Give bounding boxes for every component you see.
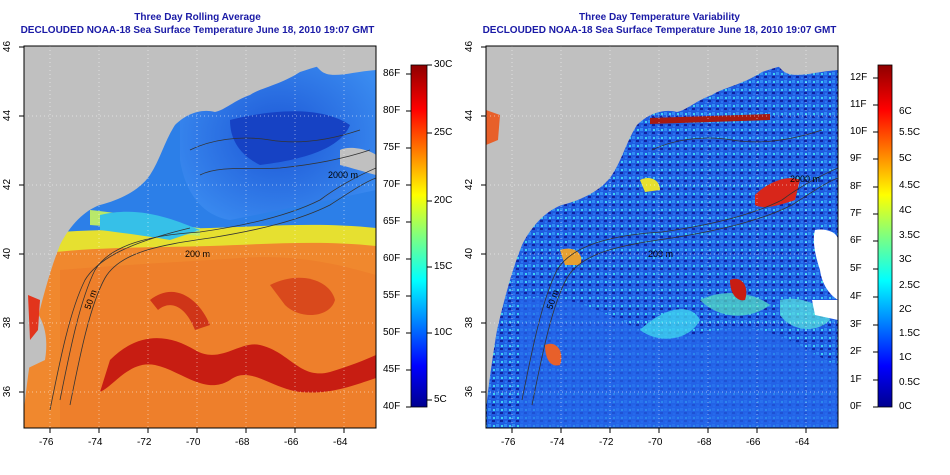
right-hotspot-1 [755,178,800,208]
right-colorbar-c-label: 5.5C [899,127,921,138]
right-colorbar-c-label: 2.5C [899,280,921,291]
right-lon-label: -70 [648,437,663,448]
right-lon-label: -68 [697,437,712,448]
right-colorbar-c-label: 0.5C [899,377,921,388]
right-land [486,46,838,410]
left-colorbar-c-label: 30C [434,59,453,70]
left-contour-label-200m: 200 m [185,249,210,259]
left-lat-label: 42 [2,178,14,191]
left-lon-label: -70 [186,437,201,448]
left-colorbar [410,64,428,408]
left-colorbar-c-label: 10C [434,327,453,338]
left-lon-label: -72 [137,437,152,448]
left-lat-label: 40 [2,247,14,260]
right-colorbar-f-label: 2F [850,346,862,357]
left-lon-label: -76 [39,437,54,448]
right-map-area: 200 m 2000 m 50 m [486,46,838,428]
right-colorbar-f-label: 10F [850,126,868,137]
right-colorbar-c-label: 1.5C [899,328,921,339]
right-colorbar-c-label: 3C [899,254,912,265]
right-colorbar-c-label: 3.5C [899,230,921,241]
left-colorbar-f-label: 45F [383,364,401,375]
right-lon-label: -74 [550,437,565,448]
right-colorbar-c-label: 0C [899,401,912,412]
left-colorbar-f-label: 55F [383,290,401,301]
right-colorbar-f-label: 3F [850,319,862,330]
right-missing-data [813,229,838,300]
left-lon-label: -64 [333,437,348,448]
right-colorbar-c-label: 4.5C [899,180,921,191]
right-map-title: Three Day Temperature Variability [579,12,740,23]
right-colorbar-f-label: 6F [850,235,862,246]
left-colorbar-f-label: 40F [383,401,401,412]
right-lon-label: -76 [501,437,516,448]
right-colorbar-c-label: 2C [899,304,912,315]
right-lat-label: 46 [464,40,476,53]
left-colorbar-f-label: 60F [383,253,401,264]
right-lat-label: 38 [464,316,476,329]
right-colorbar-c-label: 6C [899,106,912,117]
left-gulf-stream [100,338,376,393]
left-colorbar-f-label: 65F [383,216,401,227]
right-colorbar-c-label: 1C [899,352,912,363]
left-colorbar-c-label: 25C [434,127,453,138]
right-colorbar-f-label: 12F [850,72,868,83]
left-map-subtitle: DECLOUDED NOAA-18 Sea Surface Temperatur… [20,25,375,36]
right-colorbar-c-label: 5C [899,153,912,164]
left-colorbar-c-label: 20C [434,195,453,206]
right-lon-label: -64 [795,437,810,448]
right-contour-label-200m: 200 m [648,249,673,259]
right-lat-label: 40 [464,247,476,260]
right-lat-label: 44 [464,109,476,122]
left-lon-label: -66 [284,437,299,448]
right-lon-label: -66 [746,437,761,448]
left-colorbar-f-label: 86F [383,68,401,79]
left-colorbar-c-label: 5C [434,394,447,405]
left-lat-label: 36 [2,385,14,398]
left-land [24,46,376,410]
right-lat-label: 36 [464,385,476,398]
right-lat-label: 42 [464,178,476,191]
left-map-area: 200 m 2000 m 50 m [24,46,376,428]
right-colorbar-f-label: 1F [850,374,862,385]
right-lon-label: -72 [599,437,614,448]
left-colorbar-f-label: 75F [383,142,401,153]
right-colorbar-f-label: 0F [850,401,862,412]
left-lon-label: -68 [235,437,250,448]
left-lat-label: 38 [2,316,14,329]
left-map-title: Three Day Rolling Average [134,12,261,23]
right-colorbar-f-label: 8F [850,181,862,192]
right-map-subtitle: DECLOUDED NOAA-18 Sea Surface Temperatur… [482,25,837,36]
left-colorbar-f-label: 50F [383,327,401,338]
right-colorbar-f-label: 9F [850,153,862,164]
left-transition-band [24,224,376,256]
right-colorbar-c-label: 4C [899,205,912,216]
right-colorbar [877,64,893,408]
right-colorbar-f-label: 5F [850,263,862,274]
right-colorbar-f-label: 7F [850,208,862,219]
left-contour-label-2000m: 2000 m [328,170,358,180]
right-bathymetry-contours [521,129,838,406]
left-colorbar-f-label: 80F [383,105,401,116]
left-lat-label: 46 [2,40,14,53]
right-colorbar-f-label: 4F [850,291,862,302]
left-bathymetry-contours [49,129,376,411]
left-colorbar-c-label: 15C [434,261,453,272]
left-colorbar-f-label: 70F [383,179,401,190]
right-contour-label-2000m: 2000 m [790,174,820,184]
right-colorbar-f-label: 11F [850,99,867,110]
left-lon-label: -74 [88,437,103,448]
left-lat-label: 44 [2,109,14,122]
